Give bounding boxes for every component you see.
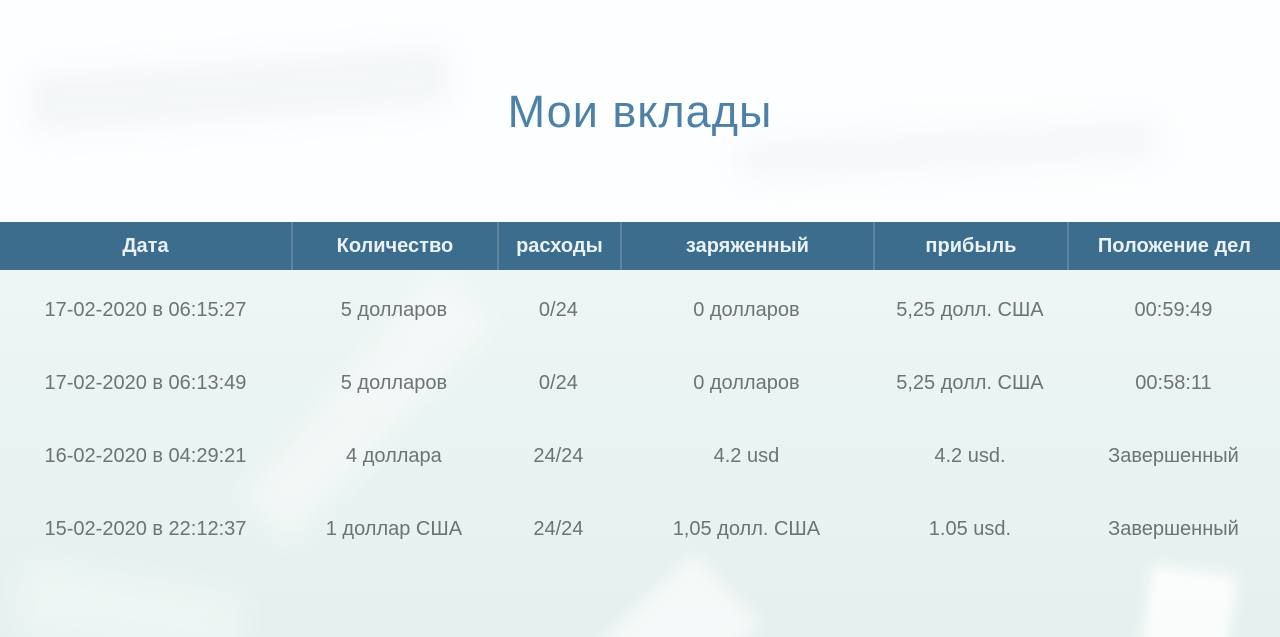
cell-charged: 0 долларов bbox=[693, 299, 800, 321]
background-stripe bbox=[1127, 564, 1238, 637]
cell-quantity: 5 долларов bbox=[340, 299, 448, 321]
cell-quantity: 4 доллара bbox=[346, 445, 442, 467]
background-stripe bbox=[505, 555, 760, 637]
cell-date: 17-02-2020 в 06:13:49 bbox=[44, 372, 247, 394]
table-row: 16-02-2020 в 04:29:21 4 доллара 24/24 4.… bbox=[0, 420, 1280, 493]
cell-status: 00:59:49 bbox=[1134, 299, 1213, 321]
cell-status: 00:58:11 bbox=[1135, 372, 1212, 394]
cell-charged: 4.2 usd bbox=[713, 445, 780, 467]
header-quantity: Количество bbox=[290, 222, 497, 270]
table-row: 17-02-2020 в 06:13:49 5 долларов 0/24 0 … bbox=[0, 347, 1280, 420]
cell-expenses: 24/24 bbox=[533, 518, 584, 540]
cell-date: 17-02-2020 в 06:15:27 bbox=[44, 299, 247, 321]
cell-date: 15-02-2020 в 22:12:37 bbox=[44, 518, 247, 540]
cell-quantity: 5 долларов bbox=[340, 372, 448, 394]
cell-status: Завершенный bbox=[1108, 445, 1239, 467]
cell-date: 16-02-2020 в 04:29:21 bbox=[44, 445, 247, 467]
cell-quantity: 1 доллар США bbox=[325, 518, 463, 540]
cell-charged: 1,05 долл. США bbox=[672, 518, 821, 540]
table-body: 17-02-2020 в 06:15:27 5 долларов 0/24 0 … bbox=[0, 270, 1280, 637]
header-date: Дата bbox=[122, 235, 169, 257]
cell-expenses: 24/24 bbox=[533, 445, 584, 467]
cell-expenses: 0/24 bbox=[538, 372, 578, 394]
header-charged: заряженный bbox=[619, 222, 873, 270]
header-expenses: расходы bbox=[496, 222, 620, 270]
cell-profit: 5,25 долл. США bbox=[896, 299, 1044, 321]
cell-status: Завершенный bbox=[1108, 518, 1239, 540]
header-status: Положение дел bbox=[1066, 222, 1280, 270]
header-profit: прибыль bbox=[872, 222, 1067, 270]
cell-expenses: 0/24 bbox=[538, 299, 578, 321]
cell-profit: 1.05 usd. bbox=[928, 518, 1012, 540]
background-stripe bbox=[15, 561, 245, 637]
cell-charged: 0 долларов bbox=[693, 372, 800, 394]
cell-profit: 5,25 долл. США bbox=[896, 372, 1044, 394]
table-row: 17-02-2020 в 06:15:27 5 долларов 0/24 0 … bbox=[0, 274, 1280, 347]
deposits-table: Дата Количество расходы заряженный прибы… bbox=[0, 222, 1280, 637]
table-header-row: Дата Количество расходы заряженный прибы… bbox=[0, 222, 1280, 270]
cell-profit: 4.2 usd. bbox=[934, 445, 1006, 467]
table-row: 15-02-2020 в 22:12:37 1 доллар США 24/24… bbox=[0, 493, 1280, 566]
page-title: Мои вклады bbox=[507, 86, 773, 138]
